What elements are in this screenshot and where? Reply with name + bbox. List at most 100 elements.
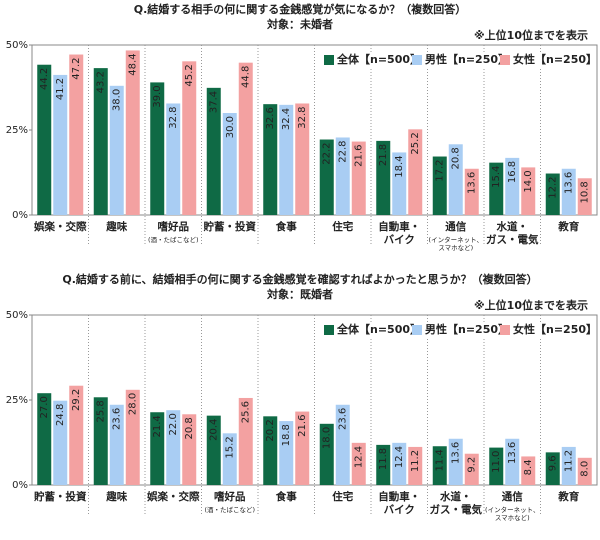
x-tick-note: (酒・たばこなど) (148, 235, 199, 244)
x-tick-label: 嗜好品 (158, 220, 190, 233)
bar (448, 438, 463, 485)
x-tick-label: 教育 (557, 220, 579, 233)
bar (37, 64, 52, 215)
bar (182, 414, 197, 485)
legend-swatch (500, 55, 510, 65)
y-tick-label: 25% (6, 125, 28, 136)
legend-box (320, 322, 582, 338)
value-label: 30.0 (225, 116, 236, 138)
x-tick-label: 食事 (275, 490, 297, 503)
value-label: 39.0 (152, 85, 163, 107)
value-label: 41.2 (55, 78, 66, 100)
value-label: 21.6 (354, 145, 365, 167)
bar (279, 421, 294, 485)
value-label: 8.0 (580, 461, 591, 477)
bar (505, 438, 520, 485)
value-label: 38.0 (112, 89, 123, 111)
y-tick-label: 50% (6, 40, 28, 51)
bar (489, 447, 504, 485)
value-label: 18.4 (394, 155, 405, 177)
value-label: 32.8 (297, 106, 308, 128)
value-label: 10.8 (580, 181, 591, 203)
value-label: 20.8 (184, 417, 195, 439)
value-label: 43.2 (96, 71, 107, 93)
value-label: 37.4 (209, 91, 220, 113)
value-label: 22.8 (338, 140, 349, 162)
chart-subtitle: 対象：未婚者 (266, 17, 333, 31)
value-label: 18.0 (322, 427, 333, 449)
bar (408, 129, 423, 215)
bar (150, 82, 165, 216)
value-label: 16.8 (507, 161, 518, 183)
bar (109, 404, 124, 485)
value-label: 11.2 (410, 450, 421, 472)
bar (432, 446, 447, 485)
legend-label: 女性【n=250】 (513, 52, 597, 66)
legend-swatch (500, 325, 510, 335)
value-label: 32.4 (281, 108, 292, 130)
x-tick-note: (酒・たばこなど) (204, 505, 255, 514)
bar (125, 50, 140, 215)
bar (335, 404, 350, 485)
value-label: 25.6 (241, 401, 252, 423)
bar (206, 415, 221, 485)
bar (166, 103, 181, 215)
value-label: 18.8 (281, 424, 292, 446)
value-label: 15.2 (225, 436, 236, 458)
bar (561, 168, 576, 215)
x-tick-label: 趣味 (105, 490, 127, 503)
value-label: 21.4 (152, 415, 163, 437)
value-label: 15.4 (491, 166, 502, 188)
value-label: 12.2 (548, 177, 559, 199)
value-label: 28.0 (128, 393, 139, 415)
value-label: 21.8 (378, 144, 389, 166)
bar (69, 385, 84, 485)
bar (335, 137, 350, 215)
bar (432, 156, 447, 215)
bar (392, 442, 407, 485)
bar (93, 397, 108, 485)
bar (545, 173, 560, 215)
bar (295, 411, 310, 485)
legend-swatch (412, 55, 422, 65)
value-label: 11.0 (491, 451, 502, 473)
value-label: 22.0 (168, 413, 179, 435)
chart-subtitle: 対象：既婚者 (266, 287, 333, 301)
value-label: 12.4 (394, 446, 405, 468)
x-tick-label: 水道・ガス・電気 (430, 490, 483, 516)
value-label: 13.6 (451, 442, 462, 464)
value-label: 44.2 (39, 68, 50, 90)
bar (448, 144, 463, 215)
chart-title: Q.結婚する相手の何に関する金銭感覚が気になるか？（複数回答） (134, 2, 467, 16)
bar (521, 167, 536, 215)
x-tick-note: (インターネット、スマホなど) (485, 505, 539, 522)
x-tick-label: 水道・ガス・電気 (486, 220, 539, 246)
chart-note: ※上位10位までを表示 (474, 28, 588, 42)
value-label: 12.4 (354, 446, 365, 468)
legend-label: 女性【n=250】 (513, 322, 597, 336)
y-tick-label: 25% (6, 395, 28, 406)
bar (464, 168, 479, 215)
bar (53, 74, 68, 215)
y-tick-label: 0% (12, 480, 28, 491)
bar (376, 140, 391, 215)
legend-box (320, 52, 582, 68)
bar (69, 54, 84, 215)
chart-note: ※上位10位までを表示 (474, 298, 588, 312)
value-label: 9.6 (548, 455, 559, 471)
bar (392, 152, 407, 215)
x-tick-label: 娯楽・交際 (34, 220, 87, 233)
value-label: 24.8 (55, 404, 66, 426)
bar (408, 446, 423, 485)
value-label: 17.2 (435, 160, 446, 182)
bar (577, 178, 592, 215)
bar (206, 87, 221, 215)
bar (238, 62, 253, 216)
value-label: 20.8 (451, 147, 462, 169)
bar (182, 61, 197, 215)
x-tick-note: (インターネット、スマホなど) (429, 235, 483, 252)
x-tick-label: 嗜好品 (214, 490, 246, 503)
bar (545, 452, 560, 485)
bar (351, 442, 366, 485)
